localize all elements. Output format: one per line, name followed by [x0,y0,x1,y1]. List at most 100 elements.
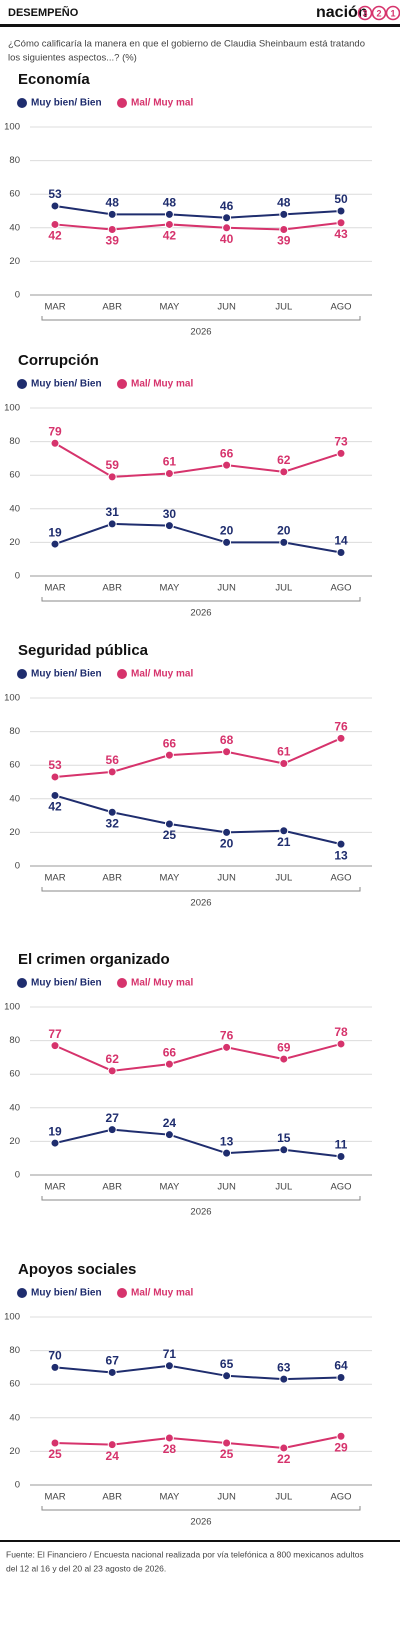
y-tick-label: 20 [9,1446,20,1457]
data-point [279,224,289,234]
legend-label: Muy bien/ Bien [31,379,102,390]
series-line [54,737,342,778]
y-tick-label: 40 [9,1412,20,1423]
y-tick-label: 60 [9,189,20,200]
legend-label: Mal/ Muy mal [131,98,193,109]
x-tick-label: ABR [102,1492,122,1503]
data-point [336,1152,346,1162]
footer: Fuente: El Financiero / Encuesta naciona… [6,1549,364,1559]
chart-title: Corrupción [18,352,99,369]
legend-marker [117,978,127,988]
y-tick-label: 80 [9,1345,20,1356]
y-tick-label: 60 [9,1379,20,1390]
x-axis-label: 2026 [190,898,211,909]
data-label: 62 [106,1052,120,1066]
data-point [279,826,289,836]
data-point [279,759,289,769]
data-point [336,1431,346,1441]
data-label: 13 [334,848,348,862]
x-tick-label: ABR [102,873,122,884]
chart-title: El crimen organizado [18,951,170,968]
data-point [50,1362,60,1372]
x-tick-label: MAR [44,583,65,594]
data-label: 48 [277,196,291,210]
year-bracket [41,316,361,321]
y-tick-label: 0 [15,1480,20,1491]
data-label: 59 [106,458,120,472]
y-tick-label: 100 [4,1002,20,1013]
data-point [164,219,174,229]
legend-marker [117,98,127,108]
logo-digit: 2 [376,8,381,18]
x-tick-label: MAR [44,1492,65,1503]
data-point [279,209,289,219]
data-point [107,767,117,777]
data-label: 53 [48,758,62,772]
legend-marker [17,98,27,108]
data-label: 66 [220,446,234,460]
x-tick-label: MAY [159,583,180,594]
year-bracket [41,1196,361,1201]
y-tick-label: 0 [15,571,20,582]
data-label: 76 [334,719,348,733]
data-label: 48 [163,196,177,210]
data-label: 42 [48,229,62,243]
data-label: 43 [334,227,348,241]
data-label: 69 [277,1040,291,1054]
data-point [50,790,60,800]
data-point [107,1440,117,1450]
data-label: 28 [163,1442,177,1456]
x-tick-label: MAY [159,302,180,313]
data-point [222,1438,232,1448]
x-tick-label: MAR [44,1182,65,1193]
year-bracket [41,1506,361,1511]
data-label: 53 [48,187,62,201]
y-tick-label: 100 [4,403,20,414]
x-tick-label: AGO [330,302,351,313]
data-point [279,1054,289,1064]
data-point [222,1371,232,1381]
data-label: 27 [106,1111,120,1125]
data-point [336,839,346,849]
legend-label: Mal/ Muy mal [131,978,193,989]
logo-digit: 1 [390,8,395,18]
data-point [222,460,232,470]
data-point [336,547,346,557]
chart-title: Economía [18,71,90,88]
data-point [222,537,232,547]
series-line [54,442,342,478]
y-tick-label: 60 [9,1069,20,1080]
data-label: 13 [220,1134,234,1148]
data-point [107,1066,117,1076]
y-tick-label: 100 [4,693,20,704]
legend-label: Muy bien/ Bien [31,98,102,109]
series-line [54,1364,342,1381]
data-point [164,1433,174,1443]
x-tick-label: JUL [275,1492,292,1503]
data-point [279,1443,289,1453]
data-label: 42 [163,229,177,243]
data-label: 15 [277,1131,291,1145]
y-tick-label: 40 [9,503,20,514]
x-tick-label: JUN [217,302,236,313]
y-tick-label: 60 [9,760,20,771]
y-tick-label: 60 [9,470,20,481]
data-point [107,209,117,219]
data-label: 39 [106,234,120,248]
data-label: 67 [106,1354,120,1368]
data-label: 25 [48,1447,62,1461]
y-tick-label: 20 [9,827,20,838]
y-tick-label: 40 [9,222,20,233]
x-tick-label: JUL [275,873,292,884]
data-label: 42 [48,800,62,814]
x-tick-label: AGO [330,583,351,594]
data-label: 32 [106,816,120,830]
chart-title: Seguridad pública [18,642,149,659]
legend-marker [17,379,27,389]
data-point [222,1148,232,1158]
data-point [164,521,174,531]
data-point [50,219,60,229]
data-label: 11 [335,1138,348,1152]
data-point [164,819,174,829]
series-line [54,794,342,846]
